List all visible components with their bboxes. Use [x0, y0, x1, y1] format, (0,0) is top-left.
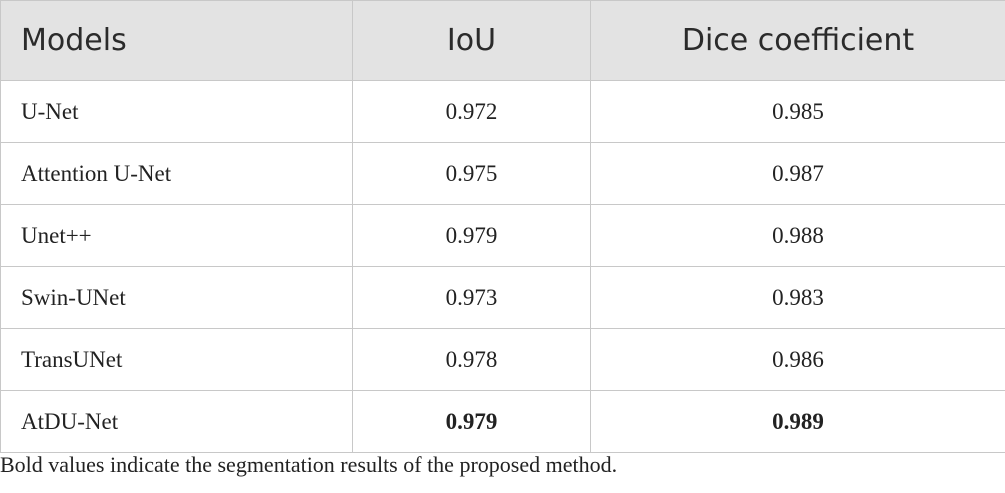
table-row: Swin-UNet 0.973 0.983 [0, 266, 1005, 329]
metric-value: 0.979 [352, 390, 591, 453]
model-name: Swin-UNet [0, 266, 353, 329]
model-name: AtDU-Net [0, 390, 353, 453]
results-table: Models IoU Dice coefficient U-Net 0.972 0.98… [0, 0, 1005, 453]
metric-value: 0.978 [352, 328, 591, 391]
metric-value: 0.985 [590, 80, 1005, 143]
metric-value: 0.979 [352, 204, 591, 267]
metric-value: 0.988 [590, 204, 1005, 267]
model-name: TransUNet [0, 328, 353, 391]
metric-value: 0.989 [590, 390, 1005, 453]
metric-value: 0.986 [590, 328, 1005, 391]
table-row: Unet++ 0.979 0.988 [0, 204, 1005, 267]
model-name: Attention U-Net [0, 142, 353, 205]
model-name: Unet++ [0, 204, 353, 267]
table-body: U-Net 0.972 0.985 Attention U-Net 0.975 0.987… [0, 80, 1005, 453]
header-row: Models IoU Dice coefficient [0, 0, 1005, 81]
metric-value: 0.973 [352, 266, 591, 329]
table-row: AtDU-Net 0.979 0.989 [0, 390, 1005, 453]
table-row: Attention U-Net 0.975 0.987 [0, 142, 1005, 205]
metric-value: 0.975 [352, 142, 591, 205]
table-row: TransUNet 0.978 0.986 [0, 328, 1005, 391]
footnote: Bold values indicate the segmentation re… [0, 452, 618, 477]
metric-value: 0.983 [590, 266, 1005, 329]
header-cell: IoU [352, 0, 591, 81]
header-cell: Models [0, 0, 353, 81]
model-name: U-Net [0, 80, 353, 143]
metric-value: 0.987 [590, 142, 1005, 205]
metric-value: 0.972 [352, 80, 591, 143]
table-row: U-Net 0.972 0.985 [0, 80, 1005, 143]
header-cell: Dice coefficient [590, 0, 1005, 81]
